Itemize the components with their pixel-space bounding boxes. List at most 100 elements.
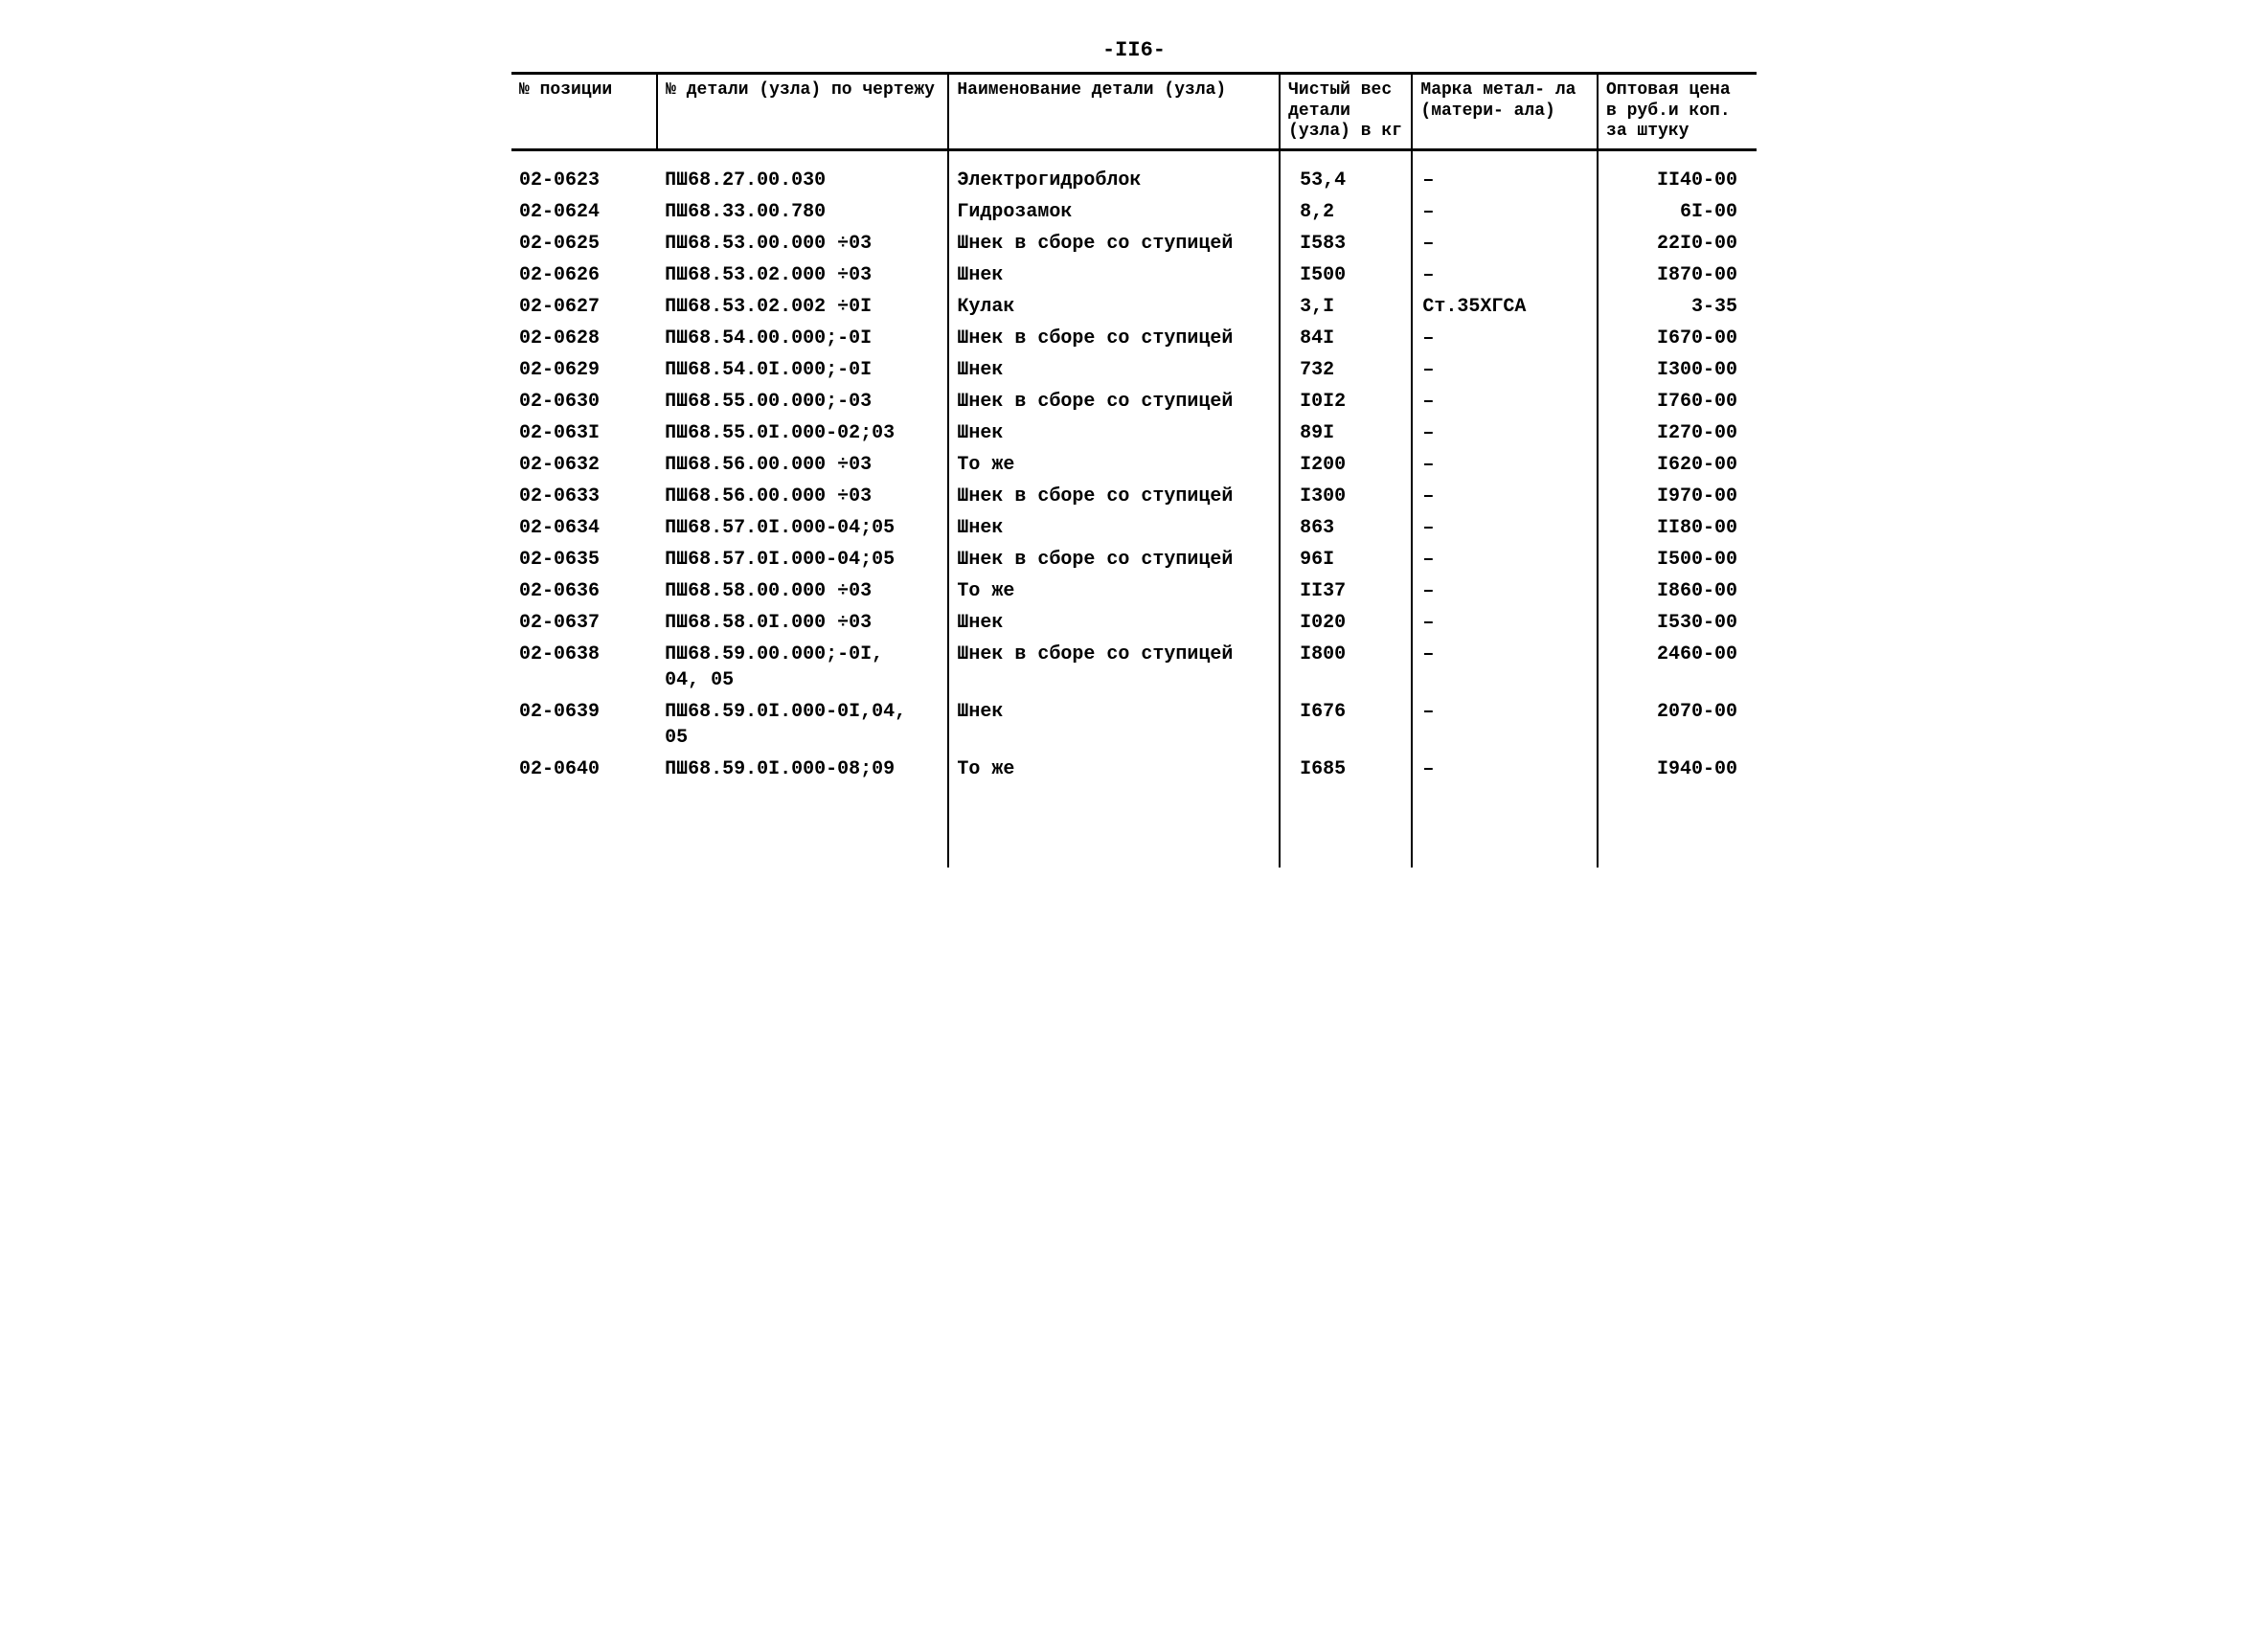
header-name: Наименование детали (узла) <box>948 74 1280 150</box>
cell-weight: 96I <box>1280 544 1412 575</box>
cell-weight: 732 <box>1280 354 1412 386</box>
table-row: 02-0625ПШ68.53.00.000 ÷03Шнек в сборе со… <box>511 228 1757 259</box>
cell-price: 3-35 <box>1598 291 1757 323</box>
cell-name: Шнек в сборе со ступицей <box>948 228 1280 259</box>
cell-price: I530-00 <box>1598 607 1757 639</box>
table-row: 02-063IПШ68.55.0I.000-02;03Шнек89I–I270-… <box>511 417 1757 449</box>
cell-weight: I500 <box>1280 259 1412 291</box>
cell-weight: I200 <box>1280 449 1412 481</box>
cell-position: 02-063I <box>511 417 657 449</box>
table-row: 02-0627ПШ68.53.02.002 ÷0IКулак3,IСт.35ХГ… <box>511 291 1757 323</box>
table-row: 02-0630ПШ68.55.00.000;-03Шнек в сборе со… <box>511 386 1757 417</box>
cell-mark: – <box>1412 165 1598 196</box>
cell-detail-number: ПШ68.53.02.002 ÷0I <box>657 291 948 323</box>
header-price: Оптовая цена в руб.и коп. за штуку <box>1598 74 1757 150</box>
cell-mark: – <box>1412 639 1598 696</box>
cell-price: 6I-00 <box>1598 196 1757 228</box>
parts-table: № позиции № детали (узла) по чертежу Наи… <box>511 72 1757 868</box>
header-position: № позиции <box>511 74 657 150</box>
cell-position: 02-0640 <box>511 754 657 785</box>
trailing-row <box>511 785 1757 868</box>
cell-price: 2460-00 <box>1598 639 1757 696</box>
cell-name: Гидрозамок <box>948 196 1280 228</box>
cell-weight: I020 <box>1280 607 1412 639</box>
table-row: 02-0633ПШ68.56.00.000 ÷03Шнек в сборе со… <box>511 481 1757 512</box>
cell-detail-number: ПШ68.56.00.000 ÷03 <box>657 449 948 481</box>
cell-price: I940-00 <box>1598 754 1757 785</box>
cell-name: Шнек <box>948 607 1280 639</box>
cell-detail-number: ПШ68.54.00.000;-0I <box>657 323 948 354</box>
cell-name: Электрогидроблок <box>948 165 1280 196</box>
spacer-row <box>511 149 1757 165</box>
cell-detail-number: ПШ68.27.00.030 <box>657 165 948 196</box>
cell-position: 02-0628 <box>511 323 657 354</box>
cell-position: 02-0639 <box>511 696 657 754</box>
cell-price: II40-00 <box>1598 165 1757 196</box>
cell-detail-number: ПШ68.57.0I.000-04;05 <box>657 544 948 575</box>
table-row: 02-0624ПШ68.33.00.780Гидрозамок8,2–6I-00 <box>511 196 1757 228</box>
cell-detail-number: ПШ68.33.00.780 <box>657 196 948 228</box>
table-wrapper: № позиции № детали (узла) по чертежу Наи… <box>511 72 1757 868</box>
cell-name: Шнек в сборе со ступицей <box>948 639 1280 696</box>
cell-position: 02-0636 <box>511 575 657 607</box>
cell-mark: – <box>1412 575 1598 607</box>
table-row: 02-0629ПШ68.54.0I.000;-0IШнек732–I300-00 <box>511 354 1757 386</box>
cell-detail-number: ПШ68.57.0I.000-04;05 <box>657 512 948 544</box>
page-container: -II6- № позиции № детали (узла) по черте… <box>511 38 1757 868</box>
cell-position: 02-0634 <box>511 512 657 544</box>
cell-name: Шнек в сборе со ступицей <box>948 481 1280 512</box>
cell-name: Шнек <box>948 354 1280 386</box>
cell-weight: 8,2 <box>1280 196 1412 228</box>
page-number: -II6- <box>511 38 1757 62</box>
cell-weight: I800 <box>1280 639 1412 696</box>
cell-name: Шнек в сборе со ступицей <box>948 323 1280 354</box>
cell-mark: – <box>1412 386 1598 417</box>
cell-weight: 89I <box>1280 417 1412 449</box>
cell-mark: – <box>1412 449 1598 481</box>
header-weight: Чистый вес детали (узла) в кг <box>1280 74 1412 150</box>
cell-mark: – <box>1412 196 1598 228</box>
header-row: № позиции № детали (узла) по чертежу Наи… <box>511 74 1757 150</box>
table-body: 02-0623ПШ68.27.00.030Электрогидроблок53,… <box>511 149 1757 868</box>
cell-price: I860-00 <box>1598 575 1757 607</box>
cell-mark: – <box>1412 696 1598 754</box>
cell-detail-number: ПШ68.55.00.000;-03 <box>657 386 948 417</box>
cell-position: 02-0629 <box>511 354 657 386</box>
cell-weight: II37 <box>1280 575 1412 607</box>
cell-mark: – <box>1412 607 1598 639</box>
cell-name: Шнек <box>948 696 1280 754</box>
cell-position: 02-0632 <box>511 449 657 481</box>
cell-position: 02-0627 <box>511 291 657 323</box>
table-row: 02-0635ПШ68.57.0I.000-04;05Шнек в сборе … <box>511 544 1757 575</box>
cell-position: 02-0637 <box>511 607 657 639</box>
cell-weight: 863 <box>1280 512 1412 544</box>
cell-detail-number: ПШ68.59.0I.000-08;09 <box>657 754 948 785</box>
cell-weight: I300 <box>1280 481 1412 512</box>
cell-name: Кулак <box>948 291 1280 323</box>
table-row: 02-0636ПШ68.58.00.000 ÷03То жеII37–I860-… <box>511 575 1757 607</box>
cell-price: 2070-00 <box>1598 696 1757 754</box>
cell-position: 02-0630 <box>511 386 657 417</box>
cell-detail-number: ПШ68.55.0I.000-02;03 <box>657 417 948 449</box>
cell-mark: – <box>1412 228 1598 259</box>
header-detail-number: № детали (узла) по чертежу <box>657 74 948 150</box>
cell-mark: – <box>1412 354 1598 386</box>
cell-position: 02-0626 <box>511 259 657 291</box>
cell-price: II80-00 <box>1598 512 1757 544</box>
cell-name: То же <box>948 449 1280 481</box>
cell-name: Шнек <box>948 417 1280 449</box>
cell-price: I670-00 <box>1598 323 1757 354</box>
cell-price: I760-00 <box>1598 386 1757 417</box>
cell-price: I870-00 <box>1598 259 1757 291</box>
cell-price: I270-00 <box>1598 417 1757 449</box>
header-mark: Марка метал- ла (матери- ала) <box>1412 74 1598 150</box>
cell-name: Шнек <box>948 512 1280 544</box>
cell-mark: – <box>1412 512 1598 544</box>
table-row: 02-0638ПШ68.59.00.000;-0I, 04, 05Шнек в … <box>511 639 1757 696</box>
cell-price: I300-00 <box>1598 354 1757 386</box>
cell-weight: I0I2 <box>1280 386 1412 417</box>
cell-price: 22I0-00 <box>1598 228 1757 259</box>
cell-weight: I583 <box>1280 228 1412 259</box>
table-row: 02-0632ПШ68.56.00.000 ÷03То жеI200–I620-… <box>511 449 1757 481</box>
table-row: 02-0639ПШ68.59.0I.000-0I,04, 05ШнекI676–… <box>511 696 1757 754</box>
